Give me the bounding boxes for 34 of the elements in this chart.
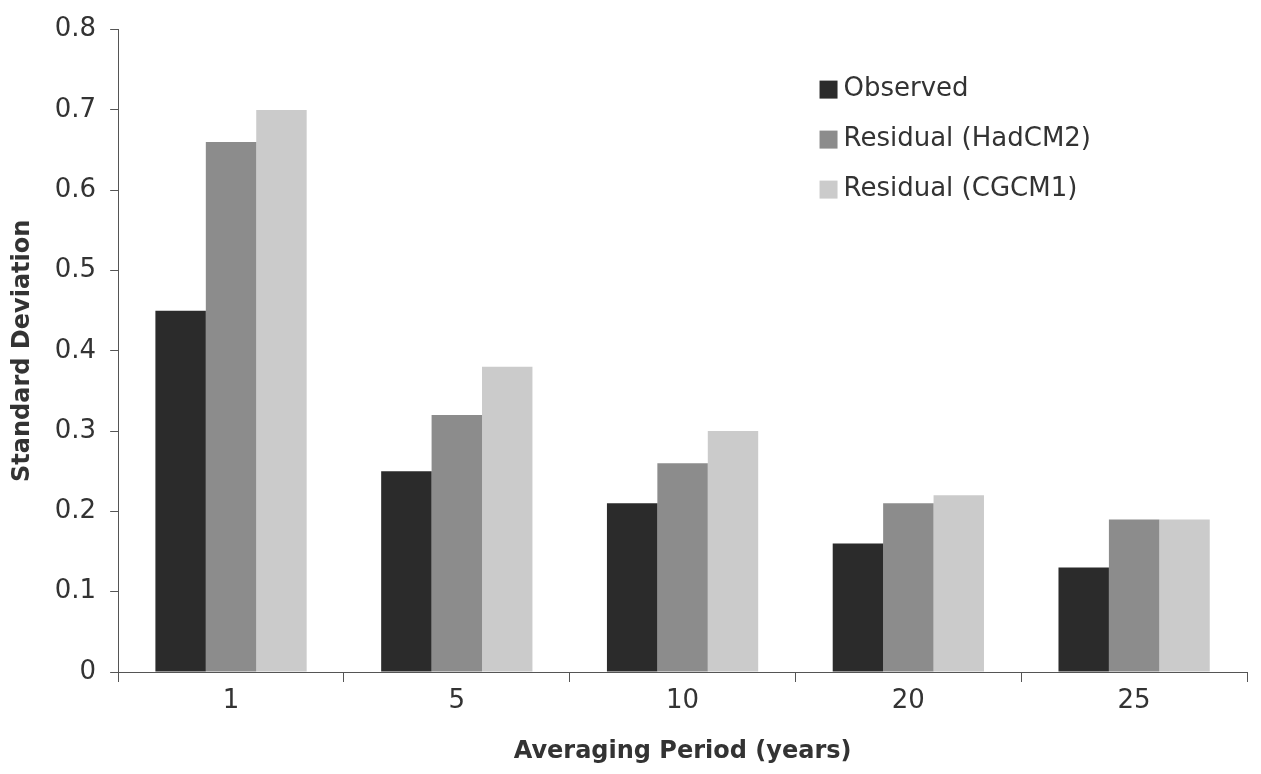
bar <box>707 431 759 672</box>
bar <box>256 109 307 672</box>
bar <box>431 415 483 672</box>
x-tick-label: 10 <box>666 684 700 715</box>
bar <box>657 463 708 672</box>
y-tick-label: 0 <box>79 654 97 685</box>
x-tick-label: 25 <box>1117 684 1151 715</box>
legend-label: Residual (HadCM2) <box>843 122 1092 153</box>
bar <box>482 366 533 672</box>
y-tick-label: 0.7 <box>54 92 97 123</box>
y-tick-label: 0.3 <box>54 413 97 444</box>
y-axis-title: Standard Deviation <box>6 219 35 482</box>
x-tick-label: 20 <box>891 684 925 715</box>
y-tick-label: 0.1 <box>54 574 97 605</box>
bar <box>205 142 257 672</box>
y-tick-label: 0.5 <box>54 253 97 284</box>
bar <box>155 310 206 672</box>
bar <box>933 495 984 672</box>
x-tick-label: 5 <box>448 684 466 715</box>
bar <box>883 503 934 672</box>
bar <box>1159 519 1210 672</box>
legend-label: Observed <box>843 72 969 103</box>
bar <box>606 503 658 672</box>
bar <box>1108 519 1160 672</box>
bar <box>832 543 884 672</box>
y-tick-label: 0.2 <box>54 494 97 525</box>
y-tick-label: 0.4 <box>54 333 97 364</box>
x-tick-label: 1 <box>222 684 240 715</box>
bar <box>1058 567 1109 672</box>
bar <box>381 471 432 672</box>
legend-label: Residual (CGCM1) <box>843 172 1078 203</box>
y-tick-label: 0.6 <box>54 172 97 203</box>
y-tick-label: 0.8 <box>54 12 97 43</box>
x-axis-title: Averaging Period (years) <box>513 735 852 764</box>
